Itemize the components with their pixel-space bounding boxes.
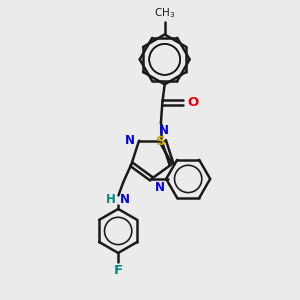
Text: N: N xyxy=(125,134,135,147)
Text: F: F xyxy=(114,264,123,277)
Text: H: H xyxy=(106,193,116,206)
Text: N: N xyxy=(159,124,169,137)
Text: S: S xyxy=(156,135,166,148)
Text: N: N xyxy=(120,193,130,206)
Text: N: N xyxy=(155,181,165,194)
Text: O: O xyxy=(187,96,199,109)
Text: CH$_3$: CH$_3$ xyxy=(154,6,175,20)
